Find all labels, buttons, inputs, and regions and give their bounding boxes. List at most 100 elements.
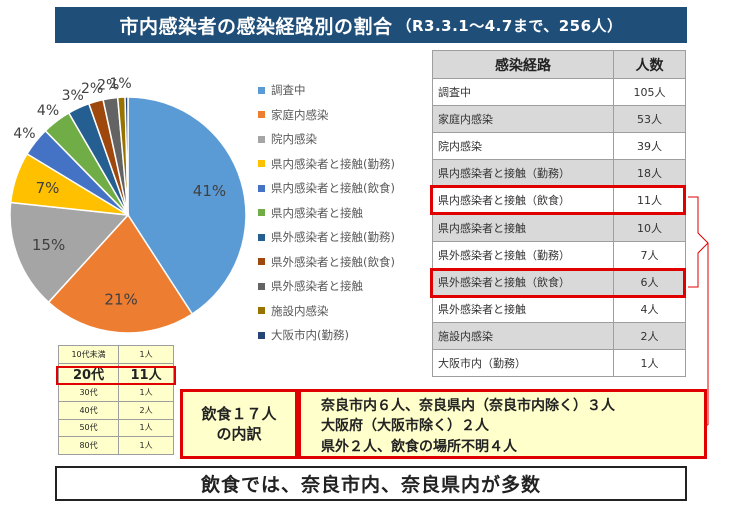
route-table: 感染経路 人数 調査中 105人 家庭内感染 53人 院内感染 39人 県内感染者と接触（勤… [432,50,686,378]
legend-item: 県外感染者と接触(飲食) [258,250,423,275]
count-cell: 7人 [613,240,686,269]
legend-label: 大阪市内(勤務) [271,328,349,343]
age-count-cell: 1人 [118,383,174,402]
age-row: 50代 1人 [57,418,174,437]
legend-swatch [258,331,265,339]
route-cell: 県外感染者と接触 [432,294,614,323]
breakdown-line: 県外２人、飲食の場所不明４人 [321,438,517,455]
pie-data-label: 1% [109,76,131,92]
age-count-cell: 2人 [118,401,174,420]
legend-swatch [258,160,265,168]
table-row: 県外感染者と接触（飲食） 6人 [432,267,686,296]
breakdown-label: 飲食１７人 の内訳 [180,389,298,459]
pie-data-label: 21% [104,291,137,309]
legend-label: 県内感染者と接触(勤務) [271,156,395,171]
route-cell: 県内感染者と接触（勤務） [432,159,614,188]
count-cell: 2人 [613,321,686,350]
breakdown-detail: 奈良市内６人、奈良県内（奈良市内除く）３人 大阪府（大阪市除く）２人 県外２人、… [298,389,707,459]
pie-data-label: 15% [32,236,65,254]
legend-item: 県内感染者と接触(飲食) [258,176,423,201]
count-cell: 105人 [613,77,686,107]
legend-label: 県外感染者と接触 [271,279,363,294]
legend-label: 県内感染者と接触 [271,205,363,220]
title-sub: （R3.3.1～4.7まで、256人） [396,16,623,35]
pie-data-label: 4% [37,103,59,119]
age-row: 30代 1人 [57,383,174,402]
breakdown-label-line2: の内訳 [216,425,262,443]
pie-slice [47,213,194,334]
count-cell: 10人 [613,213,686,242]
conclusion-text: 飲食では、奈良市内、奈良県内が多数 [200,474,541,496]
table-row: 県外感染者と接触（勤務） 7人 [432,240,686,269]
legend-item: 県外感染者と接触(勤務) [258,225,423,250]
breakdown-label-line1: 飲食１７人 [201,404,277,423]
route-cell: 県内感染者と接触 [432,213,614,242]
count-cell: 4人 [613,294,686,323]
legend-swatch [258,111,265,119]
count-cell: 18人 [613,159,686,188]
age-cell: 30代 [57,383,120,402]
legend-swatch [258,184,265,192]
table-row: 調査中 105人 [432,77,686,107]
legend-swatch [258,86,265,94]
legend-swatch [258,307,265,315]
legend-item: 大阪市内(勤務) [258,323,423,348]
table-row: 県内感染者と接触（勤務） 18人 [432,159,686,188]
pie-chart: 41%21%15%7%4%4%3%2%2%1% [9,76,247,334]
age-table: 10代未満 1人 20代 11人 30代 1人 40代 2人 50代 1人 80代 1人 [57,345,174,455]
legend-label: 県外感染者と接触(勤務) [271,230,395,245]
age-count-cell: 1人 [118,345,174,364]
age-cell: 50代 [57,418,120,437]
header-count: 人数 [613,50,686,79]
count-cell: 39人 [613,132,686,161]
table-row: 大阪市内（勤務） 1人 [432,348,686,378]
table-row: 県外感染者と接触 4人 [432,294,686,323]
route-table-header: 感染経路 人数 [432,50,686,79]
legend-swatch [258,209,265,217]
legend-item: 県内感染者と接触 [258,201,423,226]
highlight-box-route-2 [430,268,686,298]
conclusion-box: 飲食では、奈良市内、奈良県内が多数 [55,466,687,501]
route-cell: 大阪市内（勤務） [432,348,614,378]
route-cell: 調査中 [432,77,614,107]
count-cell: 1人 [613,348,686,378]
pie-slice [9,201,130,304]
legend-label: 県外感染者と接触(飲食) [271,254,395,269]
age-count-cell: 11人 [118,362,174,385]
legend-label: 調査中 [271,83,306,98]
age-cell: 10代未満 [57,345,120,364]
header-route: 感染経路 [432,50,614,79]
legend-item: 県外感染者と接触 [258,274,423,299]
legend-swatch [258,258,265,266]
age-count-cell: 1人 [118,418,174,437]
chart-legend: 調査中家庭内感染院内感染県内感染者と接触(勤務) 県内感染者と接触(飲食) 県内感染… [258,78,423,348]
legend-item: 家庭内感染 [258,103,423,128]
age-count-cell: 1人 [118,436,174,455]
legend-label: 家庭内感染 [271,107,329,122]
highlight-box-route-1 [430,185,686,215]
table-row: 家庭内感染 53人 [432,105,686,134]
age-highlight-box [56,366,176,385]
pie-data-label: 2% [97,77,119,93]
age-row: 80代 1人 [57,436,174,455]
table-row: 県内感染者と接触 10人 [432,213,686,242]
legend-label: 県内感染者と接触(飲食) [271,181,395,196]
pie-slice [124,96,129,216]
legend-label: 院内感染 [271,132,317,147]
age-cell: 80代 [57,436,120,455]
table-row: 県内感染者と接触（飲食） 11人 [432,186,686,215]
legend-swatch [258,135,265,143]
title-main: 市内感染者の感染経路別の割合 [119,15,393,38]
route-cell: 家庭内感染 [432,105,614,134]
pie-data-label: 41% [193,182,226,200]
route-cell: 院内感染 [432,132,614,161]
legend-swatch [258,282,265,290]
count-cell: 53人 [613,105,686,134]
breakdown-line: 大阪府（大阪市除く）２人 [321,418,489,435]
legend-item: 調査中 [258,78,423,103]
pie-data-label: 4% [13,126,35,142]
route-cell: 県内感染者と接触（飲食） [432,186,614,215]
pie-data-label: 3% [62,88,84,104]
legend-item: 県内感染者と接触(勤務) [258,152,423,177]
page-title: 市内感染者の感染経路別の割合 （R3.3.1～4.7まで、256人） [55,7,687,43]
